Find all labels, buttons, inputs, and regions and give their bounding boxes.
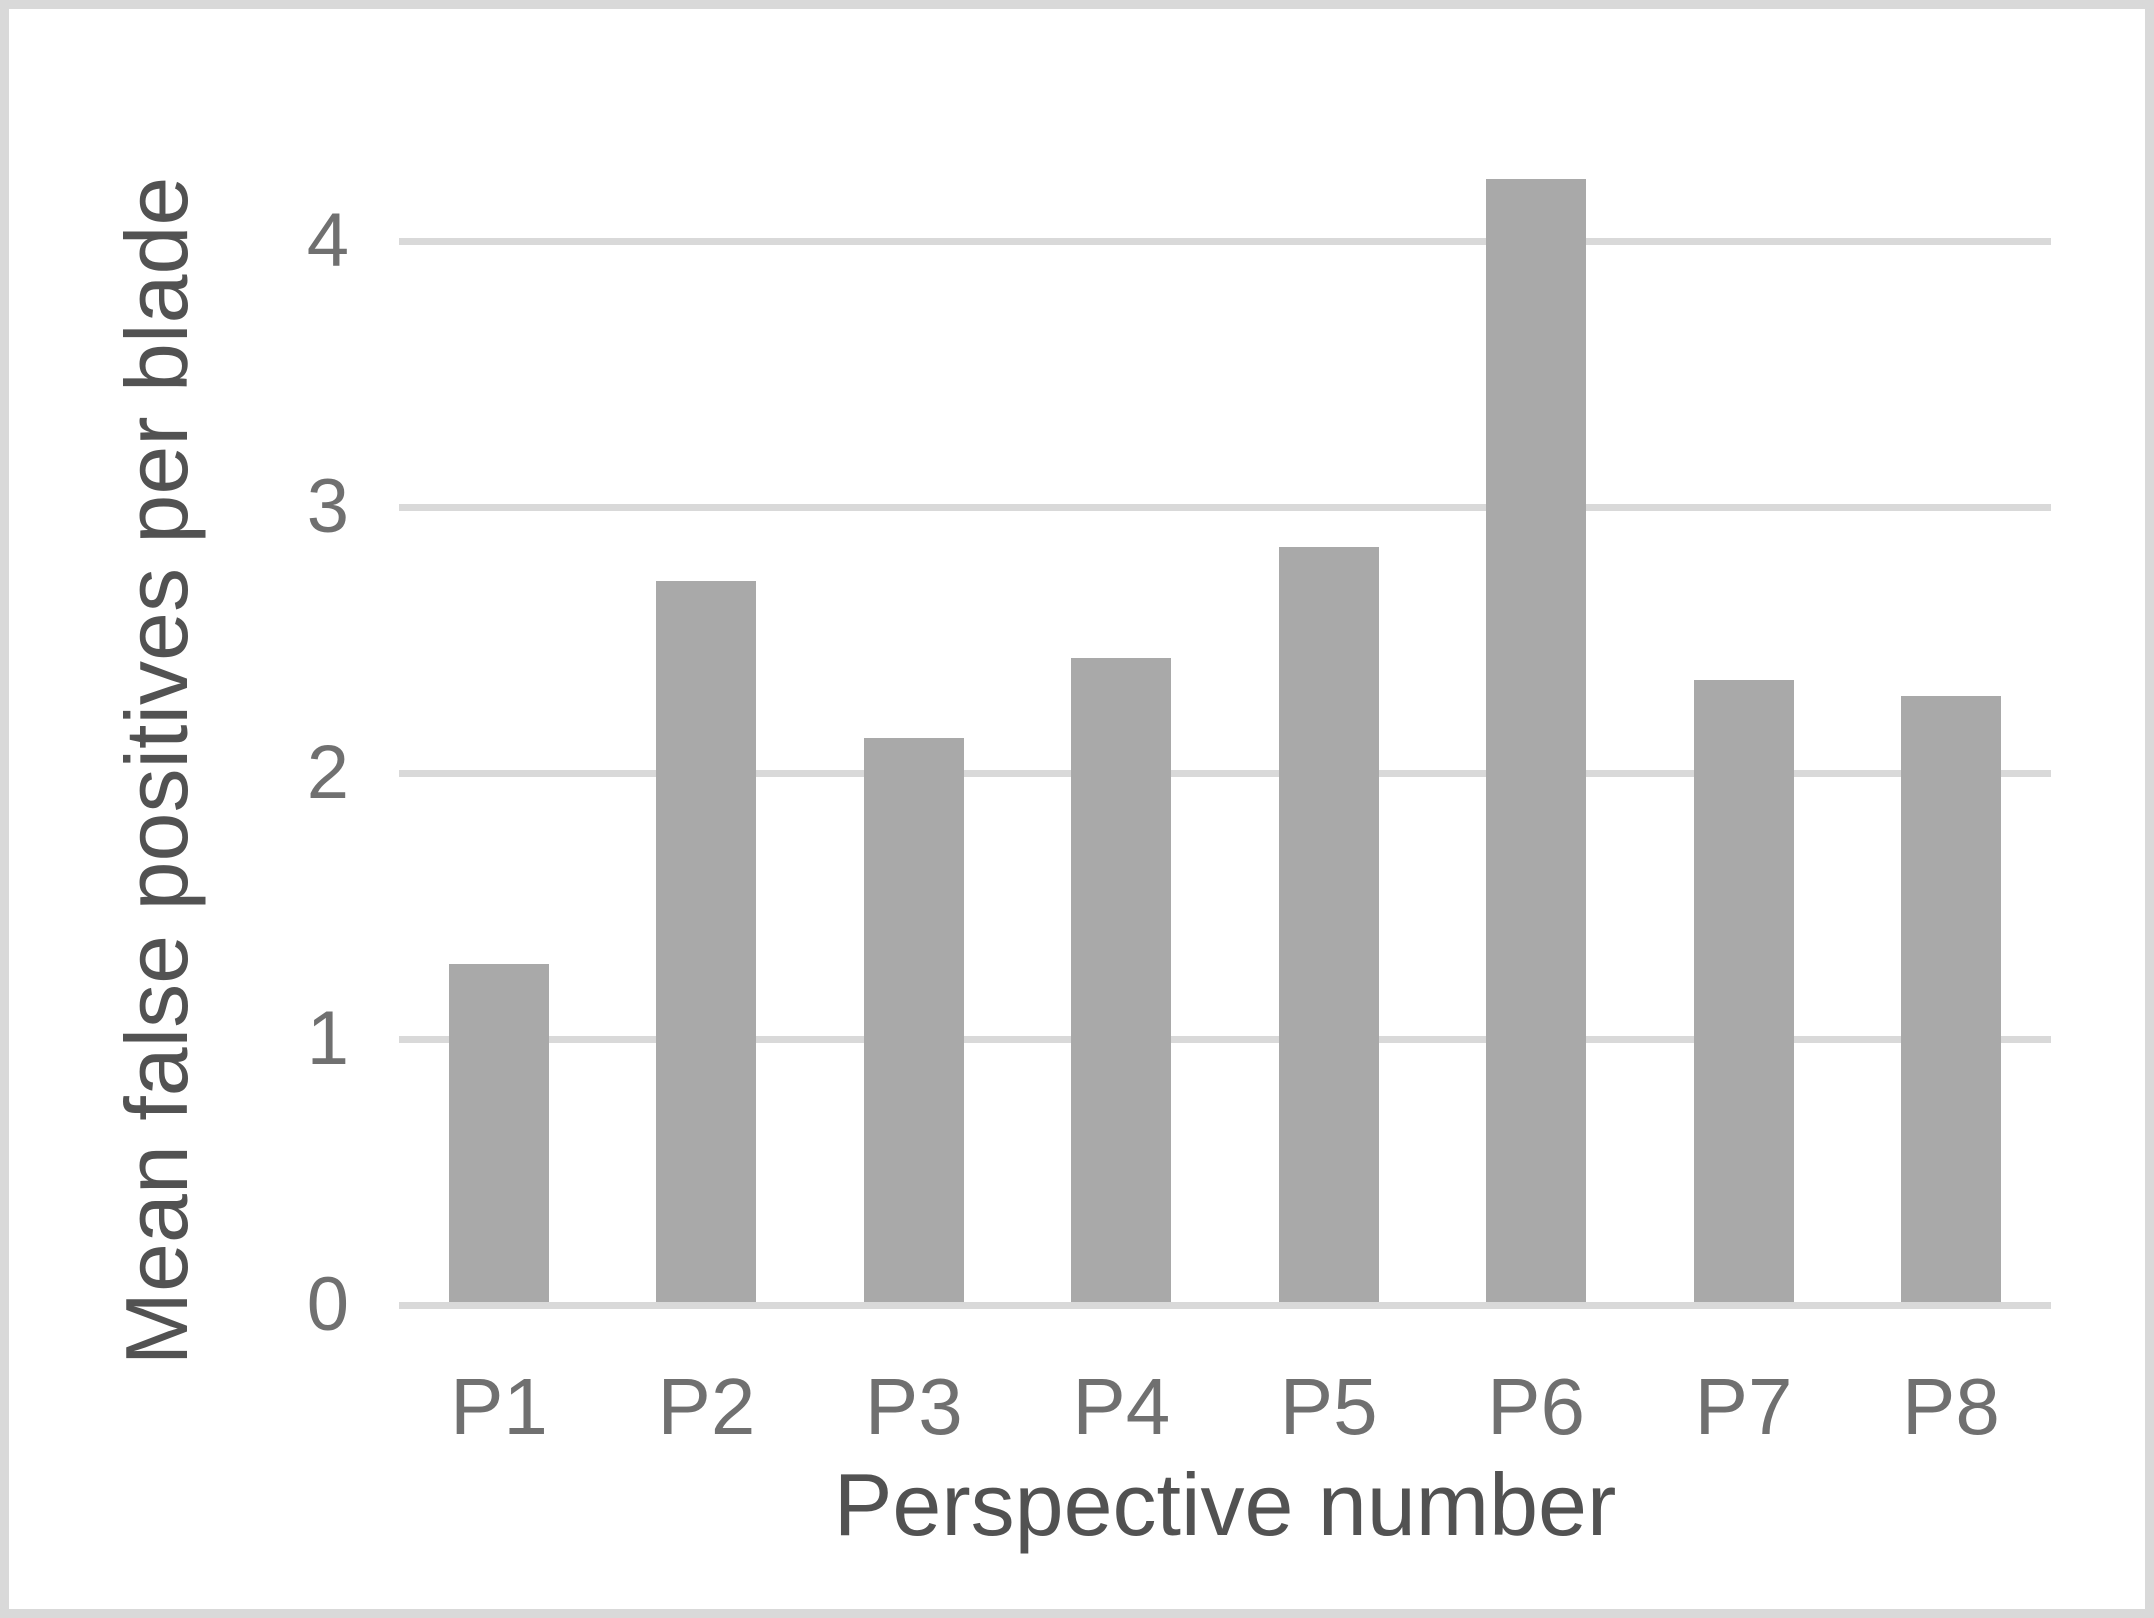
y-tick-label-1: 1 — [306, 996, 349, 1081]
x-tick-label-p1: P1 — [450, 1362, 548, 1451]
x-tick-label-p4: P4 — [1072, 1362, 1171, 1451]
x-tick-label-p7: P7 — [1694, 1362, 1793, 1451]
bar-p5 — [1278, 547, 1379, 1302]
x-tick-label-p6: P6 — [1487, 1362, 1586, 1451]
bar-series — [399, 99, 2051, 1302]
gridline-2 — [399, 770, 2051, 777]
gridline-1 — [399, 1036, 2051, 1043]
x-tick-label-p2: P2 — [657, 1362, 756, 1451]
x-tick-label-p8: P8 — [1902, 1362, 2000, 1451]
y-tick-label-4: 4 — [306, 198, 349, 283]
bar-p2 — [656, 581, 757, 1302]
bar-p3 — [863, 738, 964, 1302]
x-axis-title: Perspective number — [833, 1455, 1617, 1554]
bar-p7 — [1693, 680, 1794, 1302]
x-tick-label-p3: P3 — [864, 1362, 963, 1451]
y-tick-label-2: 2 — [306, 730, 349, 815]
bar-p1 — [449, 964, 549, 1302]
bar-p4 — [1071, 658, 1172, 1302]
gridline-3 — [399, 504, 2051, 511]
bar-p8 — [1900, 696, 2001, 1302]
x-tick-label-p5: P5 — [1279, 1362, 1378, 1451]
y-tick-label-3: 3 — [306, 464, 349, 549]
y-tick-label-0: 0 — [306, 1262, 349, 1347]
bar-p6 — [1486, 179, 1587, 1302]
plot-area: 0 1 2 3 4 P1 P2 P3 P4 P5 P6 P7 P8 Perspective numbe… — [307, 99, 2051, 1554]
y-axis-title: Mean false positives per blade — [107, 176, 206, 1366]
gridline-0 — [399, 1302, 2051, 1309]
gridline-4 — [399, 238, 2051, 245]
x-axis-tick-labels: P1 P2 P3 P4 P5 P6 P7 P8 — [399, 1361, 2051, 1453]
